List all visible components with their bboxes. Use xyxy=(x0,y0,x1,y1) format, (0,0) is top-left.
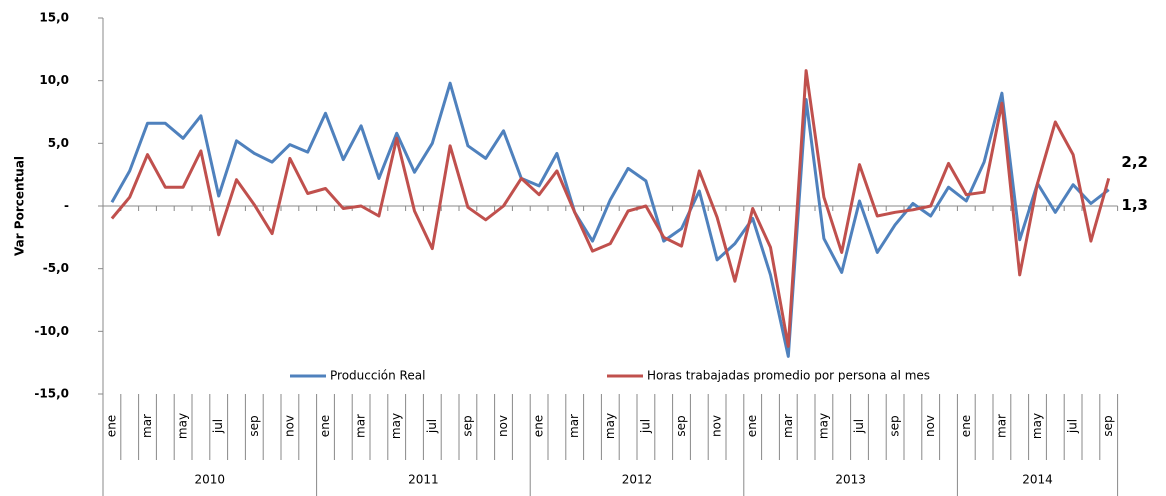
x-tick-label: sep xyxy=(1101,415,1115,436)
year-label: 2013 xyxy=(835,473,866,487)
x-tick-label: sep xyxy=(460,415,474,436)
x-tick-label: may xyxy=(176,413,190,439)
x-tick-label: may xyxy=(603,413,617,439)
x-tick-label: ene xyxy=(104,415,118,437)
y-axis-label: Var Porcentual xyxy=(13,156,27,256)
x-tick-label: jul xyxy=(852,419,866,434)
y-tick-label: 15,0 xyxy=(39,11,69,25)
x-tick-label: nov xyxy=(710,415,724,437)
x-tick-label: may xyxy=(816,413,830,439)
y-tick-label: 5,0 xyxy=(48,136,69,150)
x-tick-label: mar xyxy=(994,414,1008,438)
value-label: 1,3 xyxy=(1121,196,1148,214)
x-tick-label: nov xyxy=(496,415,510,437)
y-tick-label: -10,0 xyxy=(34,324,69,338)
x-tick-label: mar xyxy=(354,414,368,438)
x-tick-label: jul xyxy=(211,419,225,434)
x-tick-label: ene xyxy=(318,415,332,437)
x-tick-label: mar xyxy=(140,414,154,438)
x-tick-label: jul xyxy=(425,419,439,434)
x-tick-label: mar xyxy=(567,414,581,438)
x-tick-label: nov xyxy=(282,415,296,437)
year-label: 2010 xyxy=(195,473,226,487)
x-tick-label: jul xyxy=(1066,419,1080,434)
y-tick-label: -5,0 xyxy=(43,261,69,275)
x-tick-label: sep xyxy=(888,415,902,436)
x-tick-label: jul xyxy=(638,419,652,434)
x-tick-label: sep xyxy=(674,415,688,436)
x-tick-label: may xyxy=(1030,413,1044,439)
value-label: 2,2 xyxy=(1121,153,1148,171)
x-tick-label: sep xyxy=(247,415,261,436)
x-tick-label: nov xyxy=(923,415,937,437)
year-label: 2011 xyxy=(408,473,439,487)
x-tick-label: mar xyxy=(781,414,795,438)
x-tick-label: ene xyxy=(959,415,973,437)
y-tick-label: -15,0 xyxy=(34,387,69,401)
x-tick-label: ene xyxy=(532,415,546,437)
y-tick-label: - xyxy=(64,199,69,213)
year-label: 2012 xyxy=(622,473,653,487)
year-label: 2014 xyxy=(1022,473,1053,487)
x-tick-label: ene xyxy=(745,415,759,437)
series-line xyxy=(110,81,1110,358)
series-line xyxy=(110,69,1111,348)
legend-label: Horas trabajadas promedio por persona al… xyxy=(647,369,930,383)
x-tick-label: may xyxy=(389,413,403,439)
legend-label: Producción Real xyxy=(330,369,425,383)
y-tick-label: 10,0 xyxy=(39,73,69,87)
